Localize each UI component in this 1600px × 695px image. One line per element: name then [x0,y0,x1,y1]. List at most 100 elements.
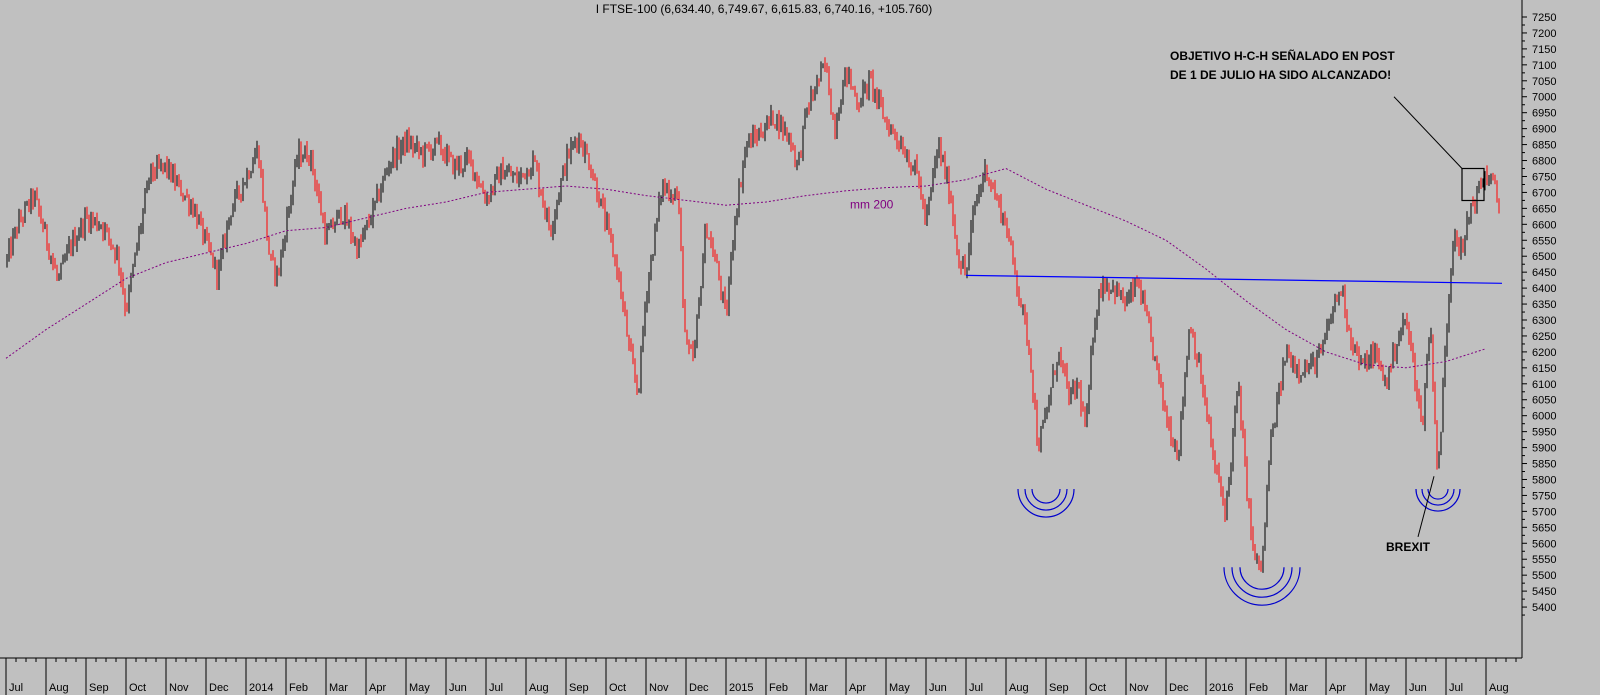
y-tick-label-3: 5550 [1532,554,1556,566]
x-tick-label-3: Oct [129,682,146,694]
y-tick-label-24: 6600 [1532,219,1556,231]
annotation-line-1: OBJETIVO H-C-H SEÑALADO EN POST [1170,48,1395,63]
y-tick-label-4: 5600 [1532,538,1556,550]
x-tick-label-19: Feb [769,682,788,694]
y-tick-label-19: 6350 [1532,299,1556,311]
x-tick-label-20: Mar [809,682,828,694]
x-tick-label-15: Oct [609,682,626,694]
y-tick-label-13: 6050 [1532,395,1556,407]
y-tick-label-32: 7000 [1532,92,1556,104]
x-tick-label-30: 2016 [1209,682,1233,694]
x-tick-label-21: Apr [849,682,866,694]
y-tick-label-15: 6150 [1532,363,1556,375]
y-tick-label-9: 5850 [1532,459,1556,471]
annotation-shapes [1393,96,1485,538]
x-tick-label-17: Dec [689,682,709,694]
x-tick-label-18: 2015 [729,682,753,694]
y-tick-label-10: 5900 [1532,443,1556,455]
y-tick-label-0: 5400 [1532,602,1556,614]
x-tick-label-34: May [1369,682,1390,694]
y-tick-label-16: 6200 [1532,347,1556,359]
neckline [965,274,1503,284]
y-tick-label-17: 6250 [1532,331,1556,343]
head-arc-2 [1223,567,1301,606]
y-tick-label-1: 5450 [1532,586,1556,598]
candlesticks [6,57,1500,573]
y-tick-label-22: 6500 [1532,251,1556,263]
y-tick-label-30: 6900 [1532,124,1556,136]
annotation-line-2: DE 1 DE JULIO HA SIDO ALCANZADO! [1170,68,1391,82]
x-tick-label-25: Aug [1009,682,1029,694]
x-tick-label-7: Feb [289,682,308,694]
y-tick-label-2: 5500 [1532,570,1556,582]
neckline-line [965,274,1503,284]
y-tick-label-34: 7100 [1532,60,1556,72]
y-tick-label-23: 6550 [1532,235,1556,247]
left-shoulder-arc-0 [1031,489,1061,504]
x-tick-label-35: Jun [1409,682,1427,694]
x-tick-label-2: Sep [89,682,109,694]
head-arc-0 [1239,567,1285,590]
x-tick-label-37: Aug [1489,682,1509,694]
x-tick-label-14: Sep [569,682,589,694]
x-tick-label-10: May [409,682,430,694]
target-box [1461,167,1485,202]
x-tick-label-11: Jun [449,682,467,694]
x-tick-label-32: Mar [1289,682,1308,694]
chart-title: I FTSE-100 (6,634.40, 6,749.67, 6,615.83… [596,2,933,16]
y-tick-label-11: 5950 [1532,427,1556,439]
ma-label: mm 200 [850,197,894,211]
x-tick-label-33: Apr [1329,682,1346,694]
x-tick-label-4: Nov [169,682,189,694]
x-tick-label-26: Sep [1049,682,1069,694]
x-axis: Jul Aug Sep Oct Nov Dec 2014 Feb Mar Apr May Jun Jul… [0,657,1522,695]
y-tick-label-8: 5800 [1532,474,1556,486]
y-tick-label-35: 7150 [1532,44,1556,56]
ma-200-series [5,167,1487,369]
x-tick-label-12: Jul [489,682,503,694]
right-shoulder-arc-0 [1427,488,1449,500]
x-tick-label-28: Nov [1129,682,1149,694]
moving-average-200-line [5,167,1487,369]
y-tick-label-37: 7250 [1532,12,1556,24]
x-tick-label-6: 2014 [249,682,273,694]
y-tick-label-29: 6850 [1532,140,1556,152]
y-tick-label-33: 7050 [1532,76,1556,88]
left-shoulder-arc-1 [1024,489,1068,511]
x-tick-label-29: Dec [1169,682,1189,694]
x-tick-label-0: Jul [9,682,23,694]
x-tick-label-1: Aug [49,682,69,694]
y-tick-label-27: 6750 [1532,171,1556,183]
y-tick-label-21: 6450 [1532,267,1556,279]
y-tick-label-6: 5700 [1532,506,1556,518]
brexit-pointer [1417,476,1435,538]
x-tick-label-16: Nov [649,682,669,694]
x-tick-label-8: Mar [329,682,348,694]
y-axis: 5400 5450 5500 5550 5600 5650 5700 5750 5800 5850… [1521,0,1556,658]
x-tick-label-13: Aug [529,682,549,694]
y-tick-label-14: 6100 [1532,379,1556,391]
brexit-label: BREXIT [1386,540,1431,554]
right-shoulder-arc-2 [1415,489,1461,512]
y-tick-label-5: 5650 [1532,522,1556,534]
head-arc-1 [1231,567,1293,598]
x-tick-label-5: Dec [209,682,229,694]
x-tick-label-24: Jul [969,682,983,694]
y-tick-label-7: 5750 [1532,490,1556,502]
y-tick-label-18: 6300 [1532,315,1556,327]
y-tick-label-25: 6650 [1532,203,1556,215]
y-tick-label-26: 6700 [1532,187,1556,199]
head-shoulders-arcs [1017,488,1461,606]
x-tick-label-23: Jun [929,682,947,694]
right-shoulder-arc-1 [1421,489,1455,506]
y-tick-label-20: 6400 [1532,283,1556,295]
x-tick-label-36: Jul [1449,682,1463,694]
x-tick-label-22: May [889,682,910,694]
x-tick-label-9: Apr [369,682,386,694]
x-tick-label-27: Oct [1089,682,1106,694]
y-tick-label-31: 6950 [1532,108,1556,120]
annotation-pointer [1393,96,1463,169]
y-tick-label-28: 6800 [1532,156,1556,168]
